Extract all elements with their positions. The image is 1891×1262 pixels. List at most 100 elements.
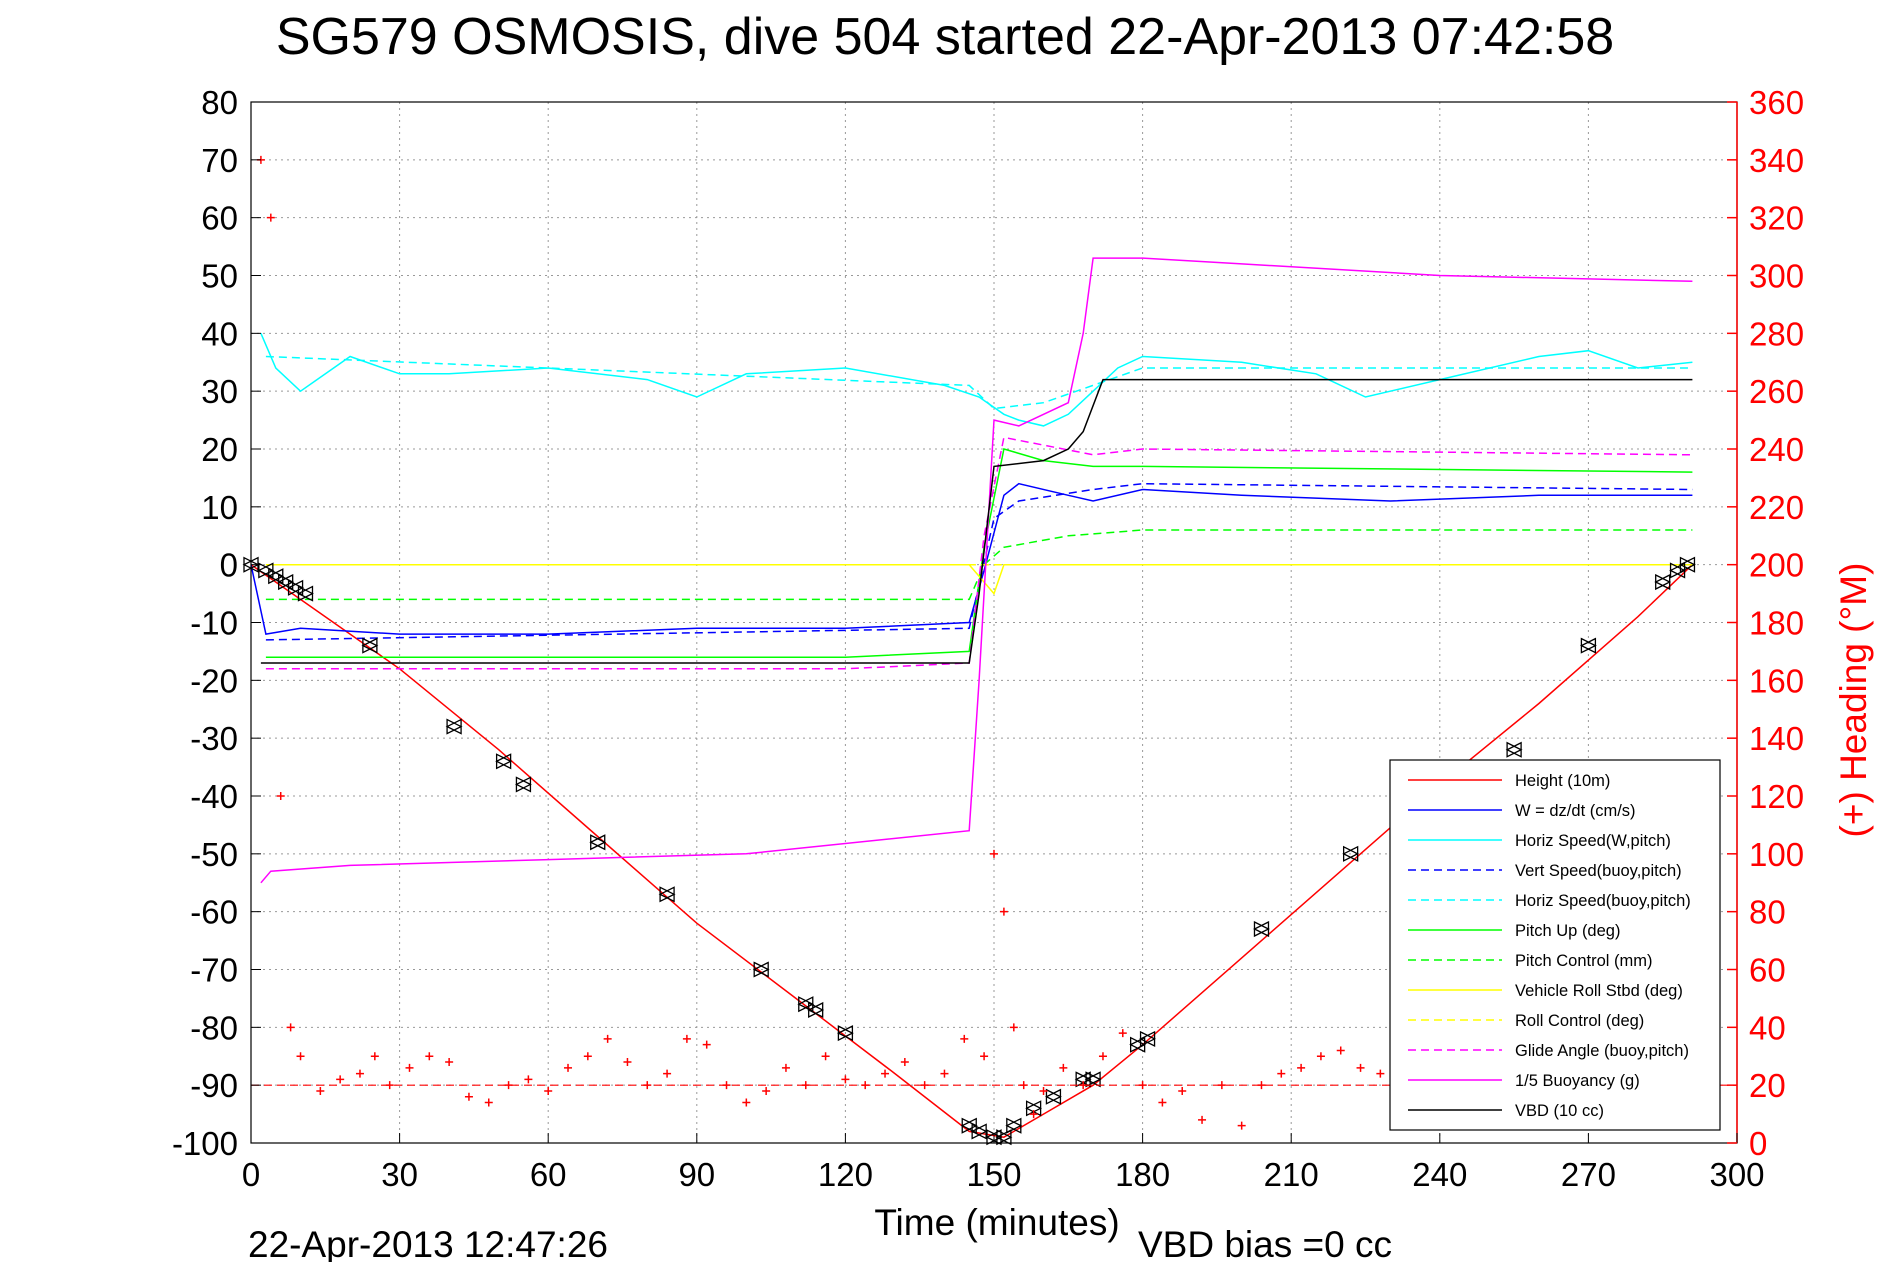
heading-point: [524, 1075, 533, 1084]
height-marker: [752, 961, 770, 978]
height-marker: [797, 996, 815, 1013]
heading-point: [940, 1069, 949, 1078]
legend-entry-label: Horiz Speed(W,pitch): [1515, 832, 1671, 850]
heading-point: [276, 792, 285, 800]
height-marker: [495, 753, 513, 770]
axis-layer: 0 30 60 90 120 150 180 210 240 270 300807060504030…: [172, 84, 1804, 1193]
y2-tick-label: 320: [1749, 200, 1804, 237]
y-tick-label: -30: [190, 720, 238, 757]
series-layer: [251, 257, 1693, 1138]
legend: Height (10m) W = dz/dt (cm/s) Horiz Speed(…: [1389, 759, 1721, 1131]
heading-point: [1376, 1069, 1385, 1078]
y-tick-label: -70: [190, 952, 238, 989]
height-marker: [1342, 845, 1360, 862]
series-line-2: [260, 333, 1693, 427]
legend-entry-label: VBD (10 cc): [1515, 1102, 1604, 1120]
y-tick-label: -10: [190, 605, 238, 642]
heading-point: [801, 1081, 810, 1090]
y-tick-label: -60: [190, 894, 238, 931]
height-marker: [297, 585, 314, 602]
x-tick-label: 300: [1709, 1156, 1764, 1193]
legend-entry-label: Height (10m): [1515, 772, 1610, 790]
y2-tick-label: 120: [1749, 778, 1804, 815]
legend-entry-label: 1/5 Buoyancy (g): [1515, 1072, 1640, 1090]
heading-point: [316, 1086, 325, 1095]
heading-point: [742, 1098, 751, 1107]
y2-tick-label: 20: [1749, 1067, 1786, 1104]
height-marker: [1679, 556, 1696, 573]
x-tick-label: 30: [381, 1156, 418, 1193]
height-marker: [277, 573, 295, 591]
height-marker: [267, 568, 285, 585]
height-marker: [960, 1117, 978, 1134]
heading-point: [1198, 1115, 1207, 1124]
y-tick-label: -80: [190, 1009, 238, 1046]
heading-point: [999, 907, 1008, 916]
y-tick-label: 10: [201, 489, 238, 526]
y-tick-label: 20: [201, 431, 238, 468]
legend-entry-label: W = dz/dt (cm/s): [1515, 802, 1636, 820]
heading-point: [296, 1052, 305, 1061]
heading-point: [564, 1063, 573, 1072]
heading-point: [405, 1063, 414, 1072]
height-marker: [970, 1123, 988, 1140]
x-tick-label: 60: [530, 1156, 567, 1193]
heading-point: [643, 1081, 652, 1090]
legend-entry-label: Roll Control (deg): [1515, 1012, 1644, 1030]
heading-point: [544, 1086, 553, 1095]
y2-tick-label: 280: [1749, 315, 1804, 352]
heading-point: [1098, 1052, 1107, 1061]
y2-tick-label: 60: [1749, 952, 1786, 989]
height-marker: [1139, 1030, 1157, 1047]
height-marker: [514, 776, 532, 793]
series-line-6: [265, 529, 1693, 601]
series-line-1: [251, 482, 1693, 635]
heading-point: [336, 1075, 345, 1084]
legend-entry-label: Horiz Speed(buoy,pitch): [1515, 892, 1691, 910]
y2-tick-label: 240: [1749, 431, 1804, 468]
heading-point: [1039, 1086, 1048, 1095]
y-tick-label: 70: [201, 142, 238, 179]
heading-point: [484, 1098, 493, 1107]
x-tick-label: 120: [818, 1156, 873, 1193]
x-tick-label: 150: [966, 1156, 1021, 1193]
heading-point: [821, 1052, 830, 1061]
heading-point: [1178, 1086, 1187, 1095]
heading-point: [1019, 1081, 1028, 1090]
heading-point: [603, 1034, 612, 1043]
heading-point: [1138, 1081, 1147, 1090]
x-tick-label: 270: [1561, 1156, 1616, 1193]
heading-point: [1079, 1081, 1088, 1090]
heading-point: [464, 1092, 473, 1101]
heading-point: [1257, 1081, 1266, 1090]
heading-point: [900, 1058, 909, 1067]
heading-point: [266, 213, 275, 222]
y-tick-label: 60: [201, 200, 238, 237]
heading-point: [1118, 1029, 1127, 1038]
footer-timestamp: 22-Apr-2013 12:47:26: [248, 1224, 608, 1262]
y2-tick-label: 80: [1749, 894, 1786, 931]
height-marker: [1505, 741, 1523, 758]
legend-entry-label: Pitch Up (deg): [1515, 922, 1620, 940]
heading-point: [385, 1081, 394, 1090]
chart-title: SG579 OSMOSIS, dive 504 started 22-Apr-2…: [276, 8, 1614, 66]
series-line-3: [265, 482, 1693, 641]
y-tick-label: 0: [220, 547, 238, 584]
footer-vbd-bias: VBD bias =0 cc: [1138, 1224, 1392, 1262]
y-tick-label: 30: [201, 373, 238, 410]
height-marker: [1044, 1088, 1062, 1105]
y-tick-label: -50: [190, 836, 238, 873]
heading-point: [425, 1052, 434, 1061]
height-marker: [1129, 1036, 1147, 1053]
y2-tick-label: 100: [1749, 836, 1804, 873]
heading-point: [1277, 1069, 1286, 1078]
y2-tick-label: 200: [1749, 547, 1804, 584]
y2-tick-label: 180: [1749, 605, 1804, 642]
heading-point: [1029, 1110, 1038, 1119]
height-marker: [361, 637, 379, 654]
heading-point: [1237, 1121, 1246, 1130]
legend-entry-label: Glide Angle (buoy,pitch): [1515, 1042, 1689, 1060]
height-marker: [287, 579, 305, 596]
height-marker: [1579, 637, 1597, 654]
